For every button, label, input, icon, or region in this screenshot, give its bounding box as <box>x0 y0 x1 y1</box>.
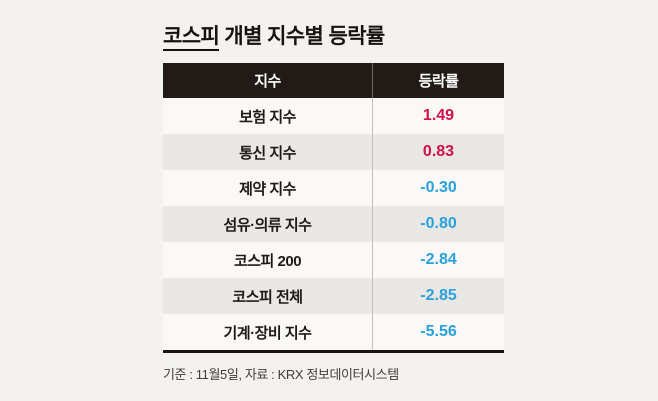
page-title: 코스피 개별 지수별 등락률 <box>163 24 504 51</box>
index-name: 제약 지수 <box>163 170 373 206</box>
change-value: -2.84 <box>420 251 457 268</box>
kospi-change-infographic: 코스피 개별 지수별 등락률 지수 등락률 보험 지수 1.49 통신 지수 0… <box>163 24 504 383</box>
table-body: 보험 지수 1.49 통신 지수 0.83 제약 지수 -0.30 섬유·의류 … <box>163 98 504 350</box>
index-name: 코스피 전체 <box>163 278 373 314</box>
table-header-row: 지수 등락률 <box>163 63 504 98</box>
index-name: 코스피 200 <box>163 242 373 278</box>
table-row: 섬유·의류 지수 -0.80 <box>163 206 504 242</box>
change-value: -0.80 <box>420 215 457 232</box>
index-name: 통신 지수 <box>163 134 373 170</box>
table-row: 통신 지수 0.83 <box>163 134 504 170</box>
index-name: 기계·장비 지수 <box>163 314 373 350</box>
title-rest: 개별 지수별 등락률 <box>219 25 385 48</box>
change-value: -2.85 <box>420 287 457 304</box>
index-name: 섬유·의류 지수 <box>163 206 373 242</box>
table-row: 코스피 200 -2.84 <box>163 242 504 278</box>
table-row: 제약 지수 -0.30 <box>163 170 504 206</box>
table-row: 코스피 전체 -2.85 <box>163 278 504 314</box>
index-name: 보험 지수 <box>163 98 373 134</box>
header-change: 등락률 <box>418 73 459 90</box>
change-value: -0.30 <box>420 179 457 196</box>
index-change-table: 지수 등락률 보험 지수 1.49 통신 지수 0.83 제약 지수 -0.30… <box>163 63 504 353</box>
header-index: 지수 <box>163 63 373 98</box>
change-value: 0.83 <box>422 143 455 160</box>
table-row: 보험 지수 1.49 <box>163 98 504 134</box>
table-row: 기계·장비 지수 -5.56 <box>163 314 504 350</box>
title-highlight: 코스피 <box>163 25 220 51</box>
source-note: 기준 : 11월5일, 자료 : KRX 정보데이터시스템 <box>163 367 399 382</box>
change-value: -5.56 <box>420 323 457 340</box>
change-value: 1.49 <box>422 107 455 124</box>
